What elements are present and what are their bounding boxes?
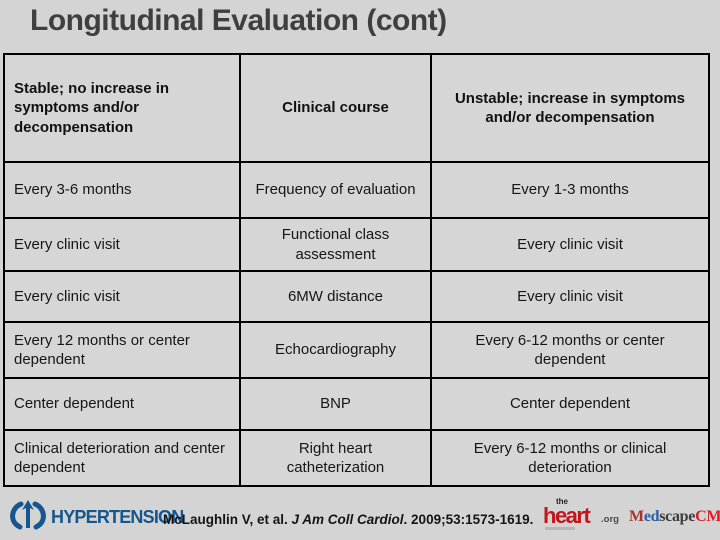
cell-stable: Every clinic visit — [3, 270, 241, 323]
cell-stable: Every clinic visit — [3, 217, 241, 272]
cell-stable: Every 3-6 months — [3, 161, 241, 219]
cell-course: BNP — [239, 377, 432, 431]
theheart-logo-tagline — [545, 527, 575, 530]
cell-course: Frequency of evaluation — [239, 161, 432, 219]
table-row: Every 12 months or center dependent Echo… — [3, 321, 710, 379]
cell-course: Echocardiography — [239, 321, 432, 379]
cell-course: 6MW distance — [239, 270, 432, 323]
theheart-logo-org: .org — [601, 514, 619, 525]
slide-title: Longitudinal Evaluation (cont) — [30, 4, 447, 37]
cell-unstable: Every clinic visit — [430, 270, 710, 323]
table-row: Every clinic visit Functional class asse… — [3, 217, 710, 272]
table-row: Clinical deterioration and center depend… — [3, 429, 710, 487]
medscape-logo-scape: scape — [659, 508, 696, 525]
cell-course: Functional class assessment — [239, 217, 432, 272]
cell-course: Right heart catheterization — [239, 429, 432, 487]
cell-stable: Every 12 months or center dependent — [3, 321, 241, 379]
cell-unstable: Every 6-12 months or clinical deteriorat… — [430, 429, 710, 487]
cell-stable: Clinical deterioration and center depend… — [3, 429, 241, 487]
citation-rest: . 2009;53:1573-1619. — [403, 512, 534, 527]
hypertension-emblem-icon — [7, 498, 49, 537]
header-cell-stable: Stable; no increase in symptoms and/or d… — [3, 53, 241, 163]
evaluation-table: Stable; no increase in symptoms and/or d… — [3, 53, 710, 487]
table-header-row: Stable; no increase in symptoms and/or d… — [3, 53, 710, 163]
cell-stable: Center dependent — [3, 377, 241, 431]
hypertension-logo: HYPERTENSION — [7, 498, 184, 537]
cell-unstable: Every clinic visit — [430, 217, 710, 272]
table-row: Every 3-6 months Frequency of evaluation… — [3, 161, 710, 219]
cell-unstable: Every 6-12 months or center dependent — [430, 321, 710, 379]
medscape-logo-ed: ed — [643, 508, 660, 525]
medscape-cme-logo: MedscapeCME — [629, 508, 720, 526]
cell-unstable: Every 1-3 months — [430, 161, 710, 219]
hypertension-logo-text: HYPERTENSION — [51, 507, 184, 527]
table-row: Center dependent BNP Center dependent — [3, 377, 710, 431]
header-cell-unstable: Unstable; increase in symptoms and/or de… — [430, 53, 710, 163]
citation: McLaughlin V, et al. J Am Coll Cardiol. … — [163, 512, 533, 527]
citation-journal: J Am Coll Cardiol — [291, 512, 404, 527]
theheart-logo-the: the — [556, 497, 568, 506]
cell-unstable: Center dependent — [430, 377, 710, 431]
theheart-org-logo: the heart .org — [543, 497, 627, 535]
citation-author: McLaughlin V, et al. — [163, 512, 292, 527]
medscape-logo-cme: CME — [695, 508, 720, 525]
table-row: Every clinic visit 6MW distance Every cl… — [3, 270, 710, 323]
theheart-logo-heart: heart — [543, 503, 591, 528]
medscape-logo-m: M — [629, 508, 644, 525]
header-cell-course: Clinical course — [239, 53, 432, 163]
